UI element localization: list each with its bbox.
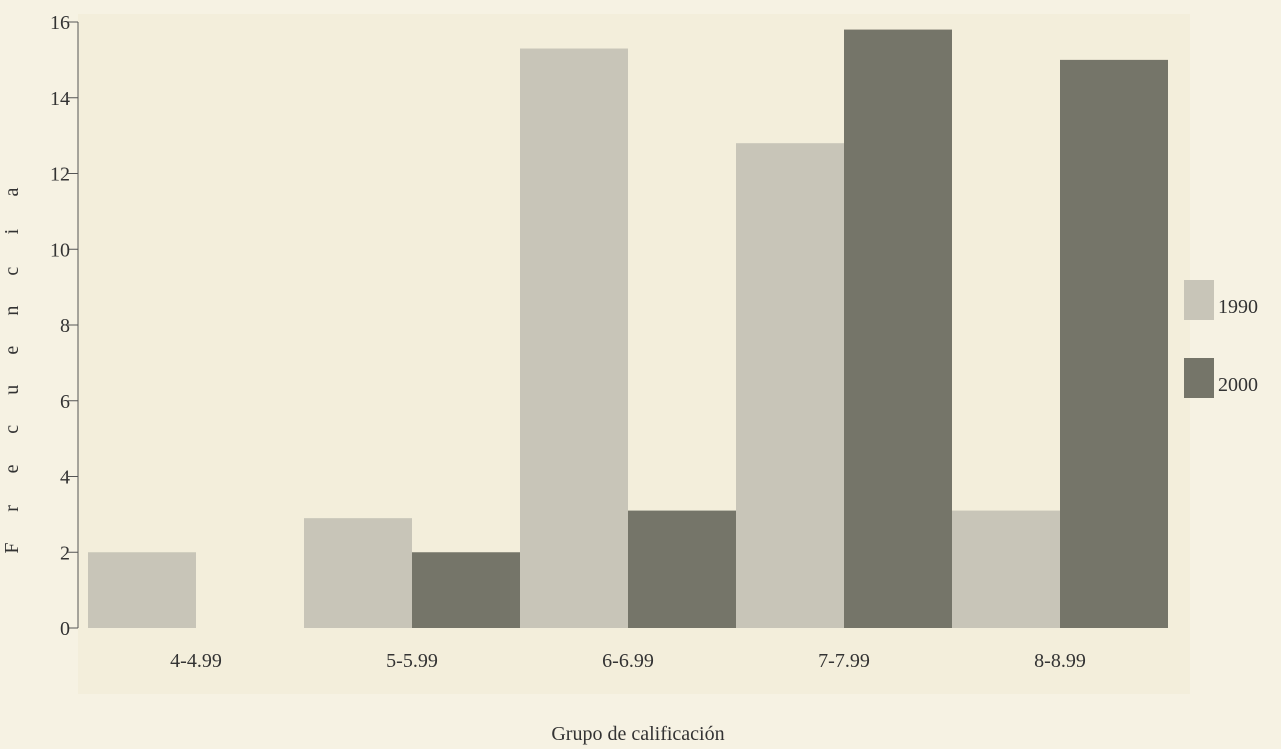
y-tick-label: 14 [50, 88, 70, 110]
bar-1990-8-8.99 [952, 510, 1060, 628]
bars-group [88, 29, 1168, 628]
x-tick-label: 8-8.99 [1034, 650, 1086, 672]
y-tick-label: 0 [60, 618, 70, 640]
x-tick-label: 5-5.99 [386, 650, 438, 672]
y-tick-label: 10 [50, 239, 70, 261]
y-axis-title-letter: F [1, 542, 23, 553]
bar-2000-5-5.99 [412, 552, 520, 628]
legend-swatch-1990 [1184, 280, 1214, 320]
y-tick-label: 12 [50, 164, 70, 186]
y-tick-label: 8 [60, 315, 70, 337]
y-tick-label: 6 [60, 391, 70, 413]
bar-1990-7-7.99 [736, 143, 844, 628]
legend-swatch-2000 [1184, 358, 1214, 398]
y-axis-title: Fr e c u e n c i a [1, 187, 23, 553]
y-axis-title-letter: u [1, 385, 23, 395]
y-axis-title-letter: e [1, 464, 23, 473]
bar-2000-6-6.99 [628, 510, 736, 628]
x-axis-ticks: 4-4.99 5-5.99 6-6.99 7-7.99 8-8.99 [170, 650, 1086, 672]
legend-label-1990: 1990 [1218, 296, 1258, 318]
y-axis-title-letter: i [1, 228, 23, 234]
y-tick-label: 4 [60, 467, 70, 489]
y-axis-title-letter: n [1, 306, 23, 316]
x-axis-title: Grupo de calificación [551, 723, 724, 745]
y-tick-label: 16 [50, 12, 70, 34]
bar-1990-4-4.99 [88, 552, 196, 628]
bar-2000-7-7.99 [844, 29, 952, 628]
y-axis-title-letter: r [1, 505, 23, 512]
x-tick-label: 4-4.99 [170, 650, 222, 672]
y-axis-title-letter: e [1, 346, 23, 355]
legend: 1990 2000 [1184, 280, 1258, 398]
y-axis-title-letter: c [1, 267, 23, 276]
y-axis-title-letter: a [1, 187, 23, 196]
x-tick-label: 7-7.99 [818, 650, 870, 672]
bar-2000-8-8.99 [1060, 59, 1168, 628]
bar-1990-5-5.99 [304, 518, 412, 628]
legend-label-2000: 2000 [1218, 374, 1258, 396]
y-axis-ticks: 0 2 4 6 8 10 12 14 16 [50, 12, 78, 640]
bar-1990-6-6.99 [520, 48, 628, 628]
y-tick-label: 2 [60, 542, 70, 564]
y-axis-title-letter: c [1, 425, 23, 434]
x-tick-label: 6-6.99 [602, 650, 654, 672]
